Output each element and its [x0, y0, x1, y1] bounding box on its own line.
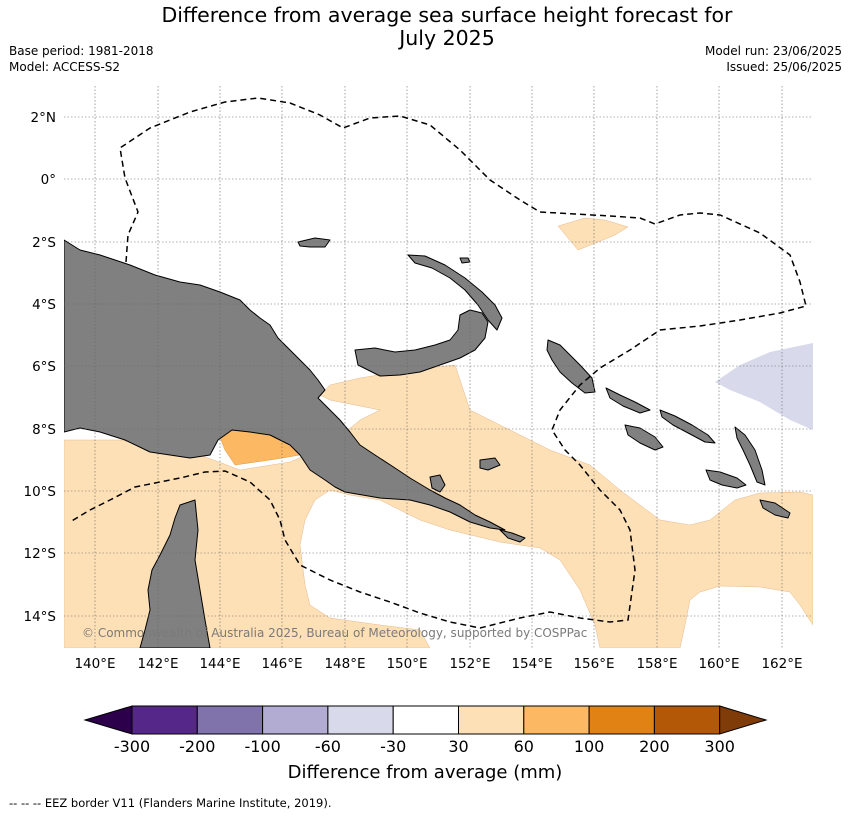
lon-label: 150°E — [386, 656, 427, 672]
map-panel: © Commonwealth of Australia 2025, Bureau… — [64, 86, 813, 648]
meta-right: Model run: 23/06/2025 Issued: 25/06/2025 — [705, 43, 842, 75]
land-new-britain — [354, 309, 489, 377]
lat-label: 12°S — [24, 546, 57, 562]
colorbar-tick: 200 — [639, 737, 670, 756]
model-run-text: Model run: 23/06/2025 — [704, 44, 842, 58]
lat-label: 10°S — [24, 484, 57, 500]
lon-label: 156°E — [573, 656, 614, 672]
land-makira — [705, 469, 747, 489]
colorbar-swatch — [392, 705, 460, 735]
land-santa-isabel — [659, 409, 716, 444]
lat-label: 2°S — [32, 235, 56, 251]
colorbar-arrow-left — [83, 705, 133, 735]
eez-legend-text: -- -- -- EEZ border V11 (Flanders Marine… — [9, 796, 332, 810]
lon-label: 158°E — [636, 656, 677, 672]
lon-label: 162°E — [761, 656, 802, 672]
lon-label: 146°E — [261, 656, 302, 672]
land-manus — [459, 257, 471, 264]
anomaly-region-solomon-east — [715, 343, 813, 430]
base-period-text: Base period: 1981-2018 — [9, 44, 154, 58]
colorbar-swatch — [458, 705, 525, 735]
copyright-text: © Commonwealth of Australia 2025, Bureau… — [82, 626, 587, 640]
lat-label: 8°S — [32, 422, 56, 438]
lon-label: 148°E — [324, 656, 365, 672]
lon-label: 152°E — [449, 656, 490, 672]
lon-axis: 140°E 142°E 144°E 146°E 148°E 150°E 152°… — [74, 656, 802, 672]
land-choiseul — [605, 387, 651, 414]
colorbar-tick: -30 — [380, 737, 406, 756]
lon-label: 140°E — [74, 656, 115, 672]
land-cape-york — [139, 499, 211, 648]
land-dentrecasteaux — [429, 474, 446, 493]
lat-label: 4°S — [32, 297, 56, 313]
colorbar-swatch — [327, 705, 394, 735]
colorbar-tick: 30 — [448, 737, 468, 756]
lat-label: 14°S — [24, 609, 57, 625]
issued-text: Issued: 25/06/2025 — [726, 60, 842, 74]
meta-left: Base period: 1981-2018 Model: ACCESS-S2 — [9, 43, 154, 75]
colorbar-swatch — [523, 705, 590, 735]
model-text: Model: ACCESS-S2 — [9, 60, 121, 74]
colorbar-swatch — [653, 705, 721, 735]
land-rossel — [499, 529, 526, 543]
colorbar-swatch — [588, 705, 655, 735]
land-bougainville — [546, 339, 596, 394]
title-line-2: July 2025 — [399, 26, 495, 50]
lon-label: 160°E — [698, 656, 739, 672]
land-rennell — [759, 499, 791, 519]
lon-label: 142°E — [137, 656, 178, 672]
colorbar-tick: -60 — [315, 737, 341, 756]
lon-label: 154°E — [511, 656, 552, 672]
map-title: Difference from average sea surface heig… — [0, 4, 850, 50]
colorbar-label: Difference from average (mm) — [288, 762, 563, 783]
colorbar-arrow-right — [719, 705, 768, 735]
colorbar-tick: -200 — [179, 737, 215, 756]
lat-axis: 2°N 0° 2°S 4°S 6°S 8°S 10°S 12°S 14°S — [24, 110, 57, 625]
lat-label: 2°N — [31, 110, 56, 126]
colorbar-tick: -100 — [244, 737, 280, 756]
lat-label: 0° — [41, 172, 56, 188]
land-malaita — [734, 426, 766, 486]
lon-label: 144°E — [199, 656, 240, 672]
colorbar-swatch — [196, 705, 264, 735]
colorbar-swatch — [262, 705, 329, 735]
colorbar: -300 -200 -100 -60 -30 30 60 100 200 300… — [83, 705, 768, 783]
colorbar-tick: 100 — [574, 737, 605, 756]
graticule — [64, 86, 813, 648]
colorbar-tick: 60 — [514, 737, 534, 756]
land-masses — [64, 237, 791, 648]
lat-label: 6°S — [32, 359, 56, 375]
colorbar-tick: 300 — [704, 737, 735, 756]
colorbar-swatch — [131, 705, 198, 735]
land-new-ireland — [407, 254, 503, 331]
land-new-hanover — [297, 237, 331, 248]
eez-border — [69, 97, 807, 629]
colorbar-tick: -300 — [114, 737, 150, 756]
title-line-1: Difference from average sea surface heig… — [161, 3, 733, 27]
land-new-guinea — [64, 239, 506, 531]
land-guadalcanal — [624, 424, 664, 451]
land-louisiade — [479, 457, 501, 471]
